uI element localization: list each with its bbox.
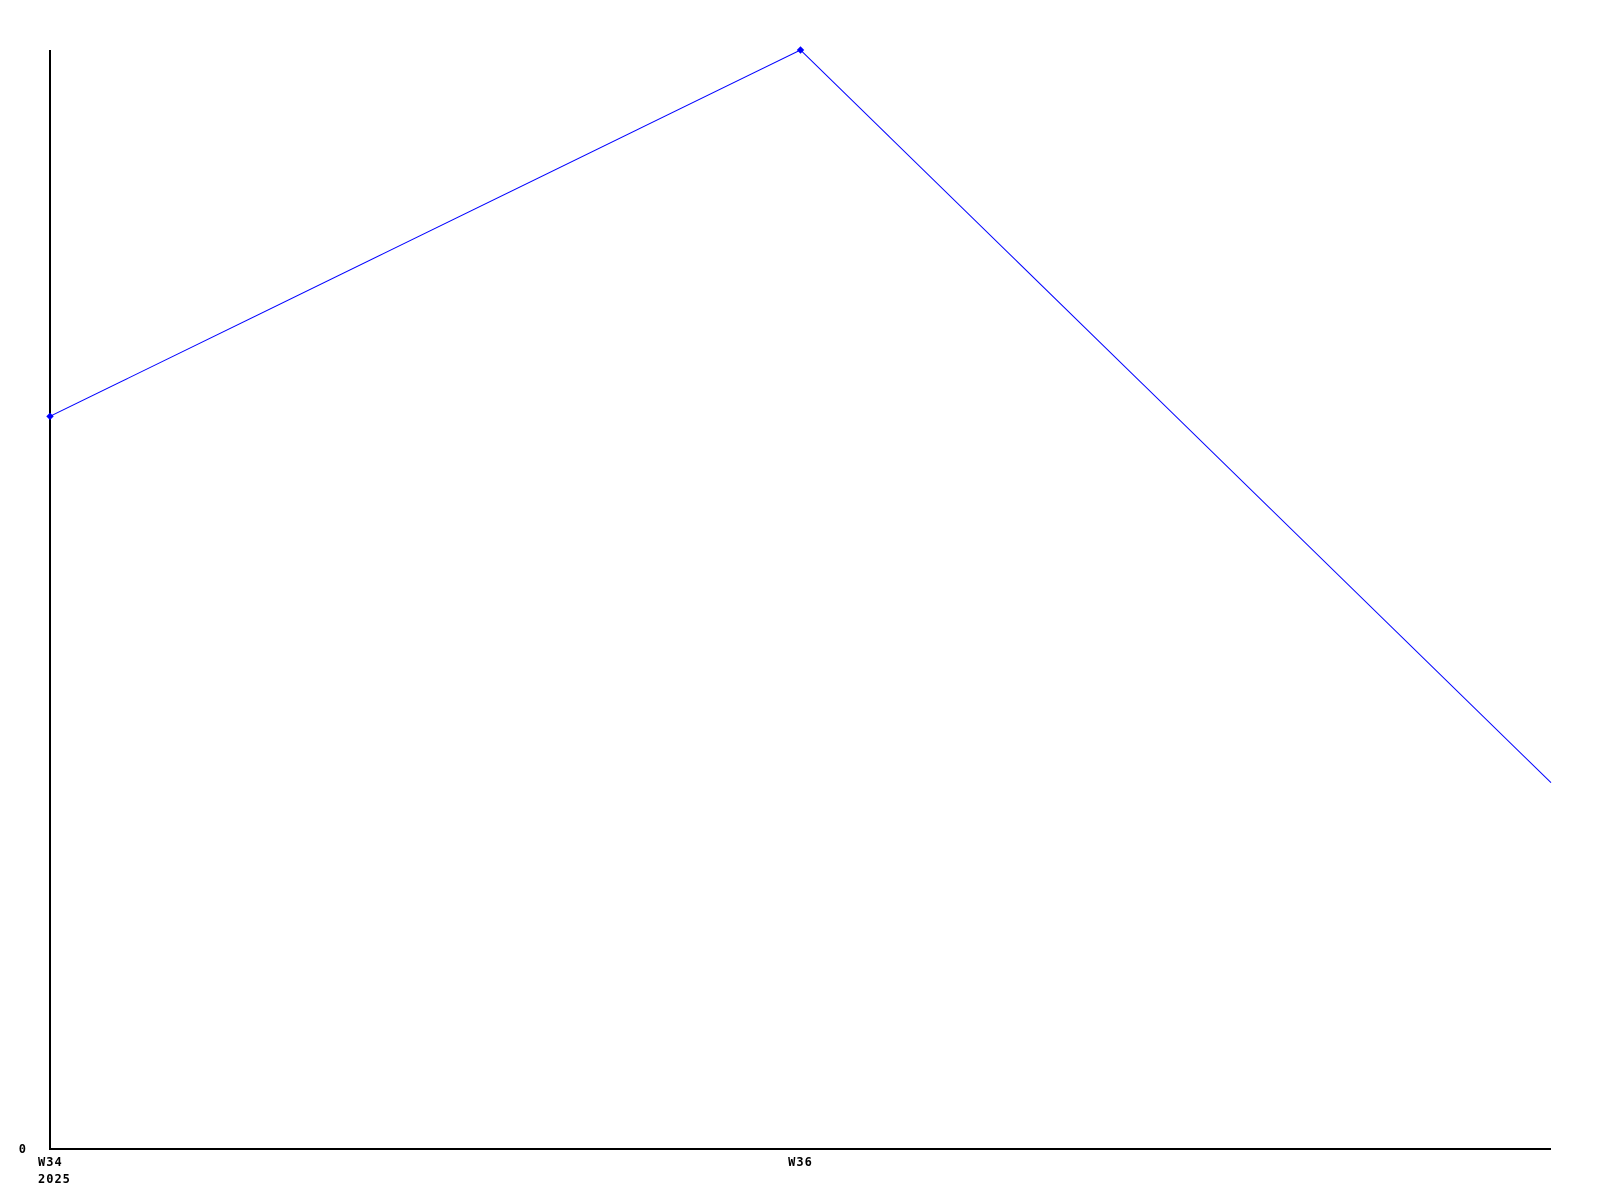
x-tick-label: W36 [788,1155,813,1169]
x-tick-sublabel: 2025 [38,1172,71,1186]
data-point-marker [46,412,54,421]
series-line [49,49,1552,784]
x-tick-label: W34 [38,1155,63,1169]
y-tick-label: 0 [19,1142,27,1156]
data-point-marker [796,46,805,54]
